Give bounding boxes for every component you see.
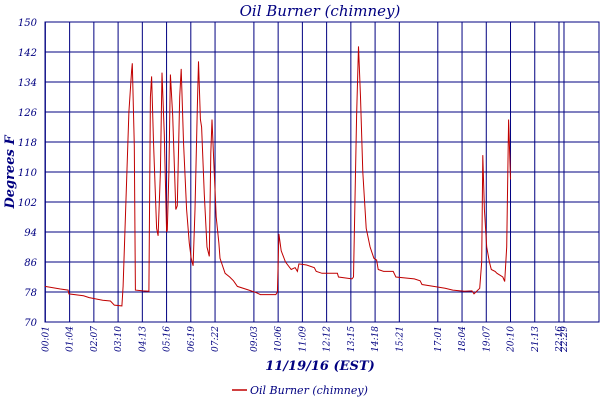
y-tick-label: 102 bbox=[18, 198, 37, 209]
x-tick-label: 03:10 bbox=[114, 326, 124, 352]
x-tick-label: 18:04 bbox=[458, 326, 468, 352]
x-tick-label: 15:21 bbox=[395, 326, 405, 352]
y-tick-label: 118 bbox=[18, 138, 37, 149]
y-tick-label: 86 bbox=[24, 258, 37, 269]
y-tick-label: 78 bbox=[24, 288, 37, 299]
x-tick-label: 04:13 bbox=[138, 326, 148, 352]
y-tick-label: 134 bbox=[18, 78, 37, 89]
y-axis-ticks: 70 78 86 94 102 110 118 126 134 142 150 bbox=[18, 18, 38, 329]
y-axis-label: Degrees F bbox=[3, 135, 18, 210]
x-tick-label: 10:06 bbox=[274, 326, 284, 352]
x-tick-label: 06:19 bbox=[187, 326, 197, 352]
x-tick-label: 20:10 bbox=[507, 326, 517, 353]
grid-lines bbox=[44, 21, 599, 323]
x-tick-label: 17:01 bbox=[434, 326, 444, 352]
y-tick-label: 94 bbox=[24, 228, 37, 239]
y-tick-label: 70 bbox=[24, 318, 37, 329]
x-axis-ticks: 00:01 01:04 02:07 03:10 04:13 05:16 06:19 07:22… bbox=[41, 326, 570, 353]
x-tick-label: 07:22 bbox=[211, 326, 221, 352]
y-tick-label: 150 bbox=[18, 18, 38, 29]
x-tick-label: 11:09 bbox=[298, 326, 308, 352]
x-axis-label: 11/19/16 (EST) bbox=[265, 359, 375, 374]
y-tick-label: 110 bbox=[18, 168, 38, 179]
y-tick-label: 126 bbox=[18, 108, 38, 119]
x-tick-label: 01:04 bbox=[66, 326, 76, 352]
x-tick-label: 19:07 bbox=[482, 326, 492, 352]
legend-label: Oil Burner (chimney) bbox=[250, 384, 368, 397]
x-tick-label: 12:12 bbox=[323, 326, 333, 352]
series-line bbox=[44, 46, 511, 307]
x-tick-label: 02:07 bbox=[90, 326, 100, 352]
y-tick-label: 142 bbox=[18, 48, 37, 59]
x-tick-label: 05:16 bbox=[163, 326, 173, 352]
x-tick-label: 09:03 bbox=[250, 326, 260, 352]
x-tick-label: 14:18 bbox=[371, 326, 381, 352]
x-tick-label: 00:01 bbox=[41, 326, 51, 352]
chart-title: Oil Burner (chimney) bbox=[240, 2, 401, 20]
legend: Oil Burner (chimney) bbox=[232, 384, 368, 397]
x-tick-label: 22:29 bbox=[560, 326, 570, 353]
x-tick-label: 13:15 bbox=[347, 326, 357, 352]
series-layer bbox=[44, 46, 511, 307]
x-tick-label: 22:16 bbox=[555, 326, 565, 353]
x-tick-label: 21:13 bbox=[531, 326, 541, 353]
